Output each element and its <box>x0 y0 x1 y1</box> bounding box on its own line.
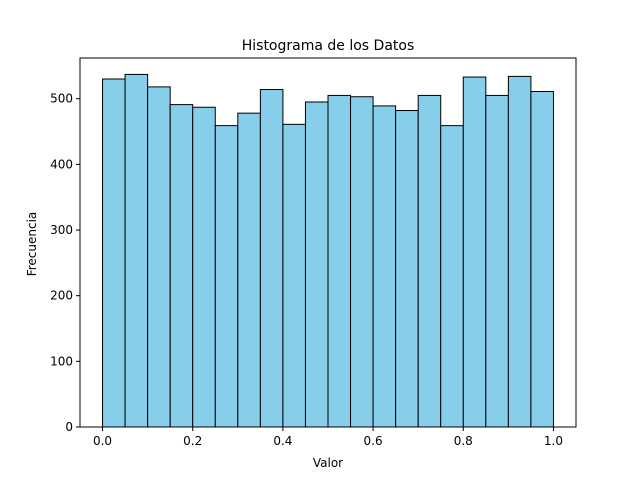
y-axis-label: Frecuencia <box>25 212 39 277</box>
y-axis-ticks: 0 100 200 300 400 500 <box>50 92 80 434</box>
x-tick-label: 0.6 <box>364 434 383 448</box>
y-tick-label: 200 <box>50 289 73 303</box>
histogram-bar-10 <box>327 94 352 428</box>
x-tick-label: 0.4 <box>273 434 292 448</box>
histogram-bar-5 <box>214 125 239 428</box>
x-tick-label: 0.8 <box>454 434 473 448</box>
histogram-bar-8 <box>282 123 306 428</box>
histogram-bar-17 <box>485 94 509 428</box>
y-tick-label: 0 <box>65 420 73 434</box>
histogram-bar-11 <box>350 96 374 428</box>
histogram-bar-7 <box>259 89 284 428</box>
y-tick-label: 300 <box>50 223 73 237</box>
chart-title: Histograma de los Datos <box>242 38 415 54</box>
x-tick-label: 0.0 <box>93 434 112 448</box>
x-axis-ticks: 0.0 0.2 0.4 0.6 0.8 1.0 <box>93 427 563 448</box>
histogram-bar-6 <box>237 112 261 428</box>
histogram-bar-19 <box>530 90 554 428</box>
histogram-bar-13 <box>395 110 419 428</box>
y-tick-label: 500 <box>50 92 73 106</box>
y-tick-label: 100 <box>50 354 73 368</box>
histogram-bar-14 <box>417 94 442 428</box>
histogram-bar-2 <box>147 86 171 428</box>
histogram-bar-15 <box>440 125 464 428</box>
histogram-bar-0 <box>102 78 126 428</box>
histogram-bar-9 <box>304 101 329 428</box>
histogram-bar-16 <box>462 76 487 428</box>
plot-frame <box>79 57 577 428</box>
y-tick-label: 400 <box>50 157 73 171</box>
histogram-bar-3 <box>169 104 194 428</box>
histogram-bar-1 <box>124 73 149 428</box>
bars <box>102 73 554 428</box>
histogram-bar-4 <box>192 106 216 428</box>
x-axis-label: Valor <box>313 456 343 470</box>
x-tick-label: 1.0 <box>544 434 563 448</box>
histogram-bar-18 <box>507 75 532 428</box>
histogram-bar-12 <box>372 105 397 428</box>
x-tick-label: 0.2 <box>183 434 202 448</box>
